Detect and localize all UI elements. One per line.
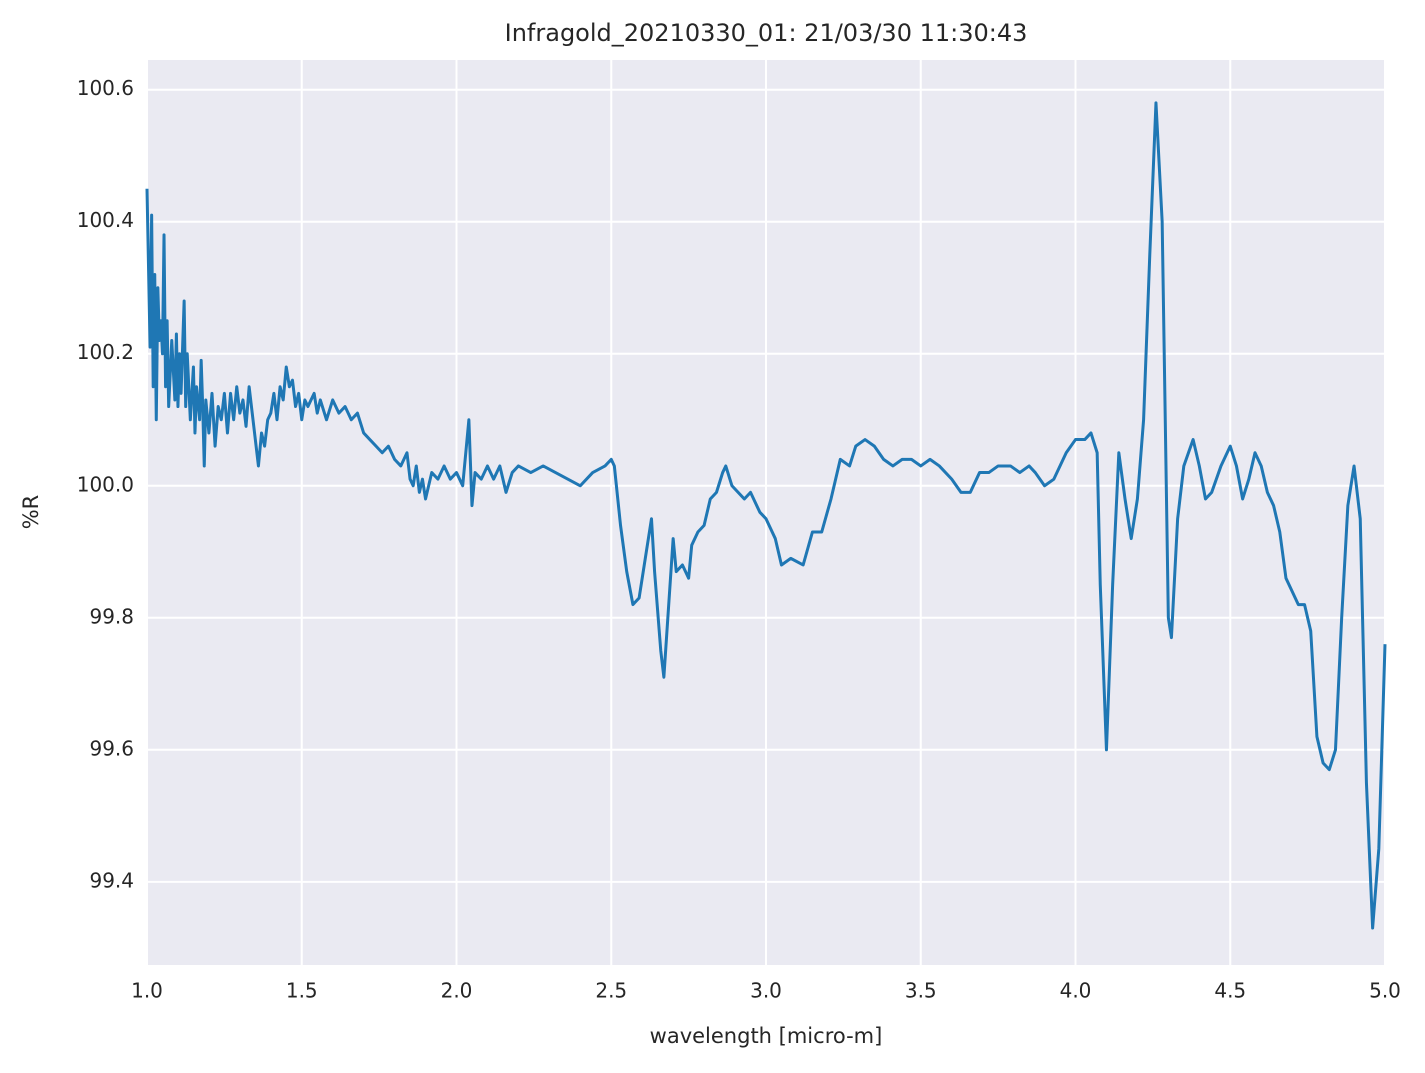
x-tick-label: 2.0 <box>441 979 473 1003</box>
marks <box>145 101 1387 930</box>
y-tick-label: 99.8 <box>89 604 134 628</box>
y-tick-label: 100.0 <box>77 472 134 496</box>
x-tick-label: 1.5 <box>286 979 318 1003</box>
x-tick-label: 5.0 <box>1369 979 1401 1003</box>
y-tick-label: 99.6 <box>89 736 134 760</box>
x-axis-label: wavelength [micro-m] <box>650 1024 883 1048</box>
x-tick-label: 4.5 <box>1214 979 1246 1003</box>
y-tick-label: 99.4 <box>89 868 134 892</box>
x-tick-label: 3.5 <box>905 979 937 1003</box>
x-tick-label: 4.0 <box>1060 979 1092 1003</box>
chart-title: Infragold_20210330_01: 21/03/30 11:30:43 <box>505 19 1028 47</box>
y-tick-label: 100.4 <box>77 208 134 232</box>
x-tick-label: 2.5 <box>595 979 627 1003</box>
x-tick-label: 3.0 <box>750 979 782 1003</box>
data-line <box>145 101 1387 930</box>
y-tick-label: 100.2 <box>77 340 134 364</box>
x-tick-label: 1.0 <box>131 979 163 1003</box>
grid <box>146 60 1386 965</box>
y-axis-label: %R <box>19 495 43 530</box>
y-tick-label: 100.6 <box>77 76 134 100</box>
